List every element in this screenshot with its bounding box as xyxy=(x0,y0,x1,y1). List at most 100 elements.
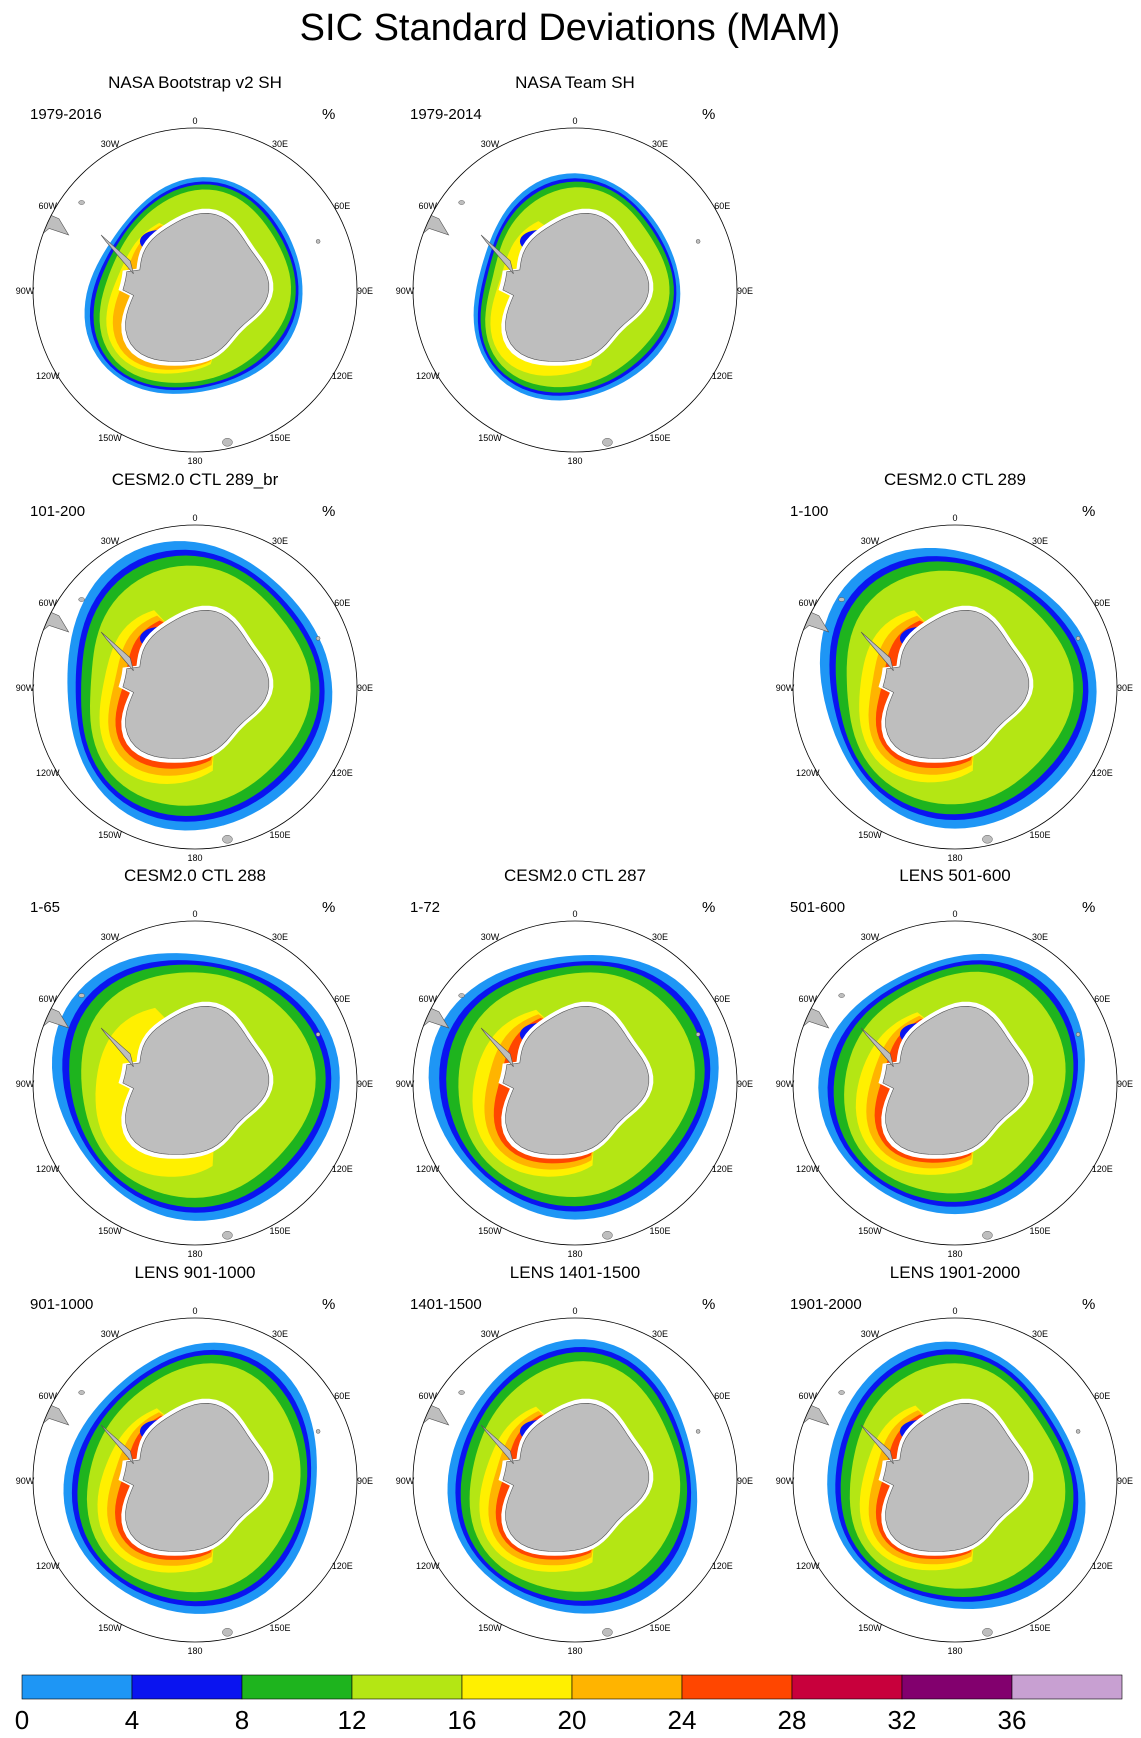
lon-label: 0 xyxy=(192,116,197,126)
falkland-islands xyxy=(78,200,85,205)
colorbar-swatch xyxy=(901,1674,1013,1700)
lon-label: 120W xyxy=(416,371,440,381)
panel-title: LENS 901-1000 xyxy=(135,1263,256,1282)
lon-label: 120W xyxy=(796,1561,820,1571)
panel-unit: % xyxy=(702,106,715,123)
lon-label: 60W xyxy=(39,598,58,608)
colorbar-tick-label: 16 xyxy=(448,1705,477,1735)
colorbar-swatch xyxy=(681,1674,793,1700)
new-zealand-tip xyxy=(222,438,233,447)
lon-label: 30E xyxy=(272,139,288,149)
lon-label: 150W xyxy=(98,1623,122,1633)
lon-label: 180 xyxy=(187,456,202,466)
lon-label: 180 xyxy=(947,1249,962,1259)
lon-label: 60E xyxy=(334,1391,350,1401)
lon-label: 0 xyxy=(952,909,957,919)
lon-label: 60W xyxy=(799,598,818,608)
lon-label: 60W xyxy=(419,994,438,1004)
map-panel: LENS 1401-1500 1401-1500 % 0 30E 60E 90E 120E 15… xyxy=(396,1263,753,1656)
lon-label: 120E xyxy=(332,768,353,778)
panel-period: 101-200 xyxy=(30,503,85,520)
lon-label: 150W xyxy=(858,1226,882,1236)
lon-label: 0 xyxy=(952,513,957,523)
map-boundary xyxy=(32,1317,358,1643)
panel-title: LENS 1401-1500 xyxy=(510,1263,640,1282)
figure-title: SIC Standard Deviations (MAM) xyxy=(300,7,841,49)
falkland-islands xyxy=(78,993,85,998)
lon-label: 30W xyxy=(101,932,120,942)
lon-label: 0 xyxy=(572,116,577,126)
falkland-islands xyxy=(458,200,465,205)
lon-label: 90W xyxy=(16,1476,35,1486)
lon-label: 150E xyxy=(649,433,670,443)
sea-ice-field xyxy=(33,953,340,1240)
lon-label: 60E xyxy=(334,201,350,211)
falkland-islands xyxy=(458,993,465,998)
falkland-islands xyxy=(78,1390,85,1395)
lon-label: 120W xyxy=(796,1164,820,1174)
lon-label: 30W xyxy=(101,139,120,149)
lon-label: 150E xyxy=(269,830,290,840)
lon-label: 150E xyxy=(649,1226,670,1236)
map-panel: CESM2.0 CTL 289 1-100 % 0 30E 60E 90E 120E 150E 1… xyxy=(776,470,1133,863)
lon-label: 90E xyxy=(1117,1079,1133,1089)
panel-title: CESM2.0 CTL 288 xyxy=(124,866,266,885)
panel-period: 1979-2016 xyxy=(30,106,102,123)
lon-label: 60E xyxy=(1094,1391,1110,1401)
map-panel: CESM2.0 CTL 288 1-65 % 0 30E 60E 90E 120E 150E 18… xyxy=(16,866,373,1259)
falkland-islands xyxy=(458,1390,465,1395)
new-zealand-tip xyxy=(982,1628,993,1637)
panel-title: NASA Bootstrap v2 SH xyxy=(108,73,282,92)
antarctica-landmass xyxy=(122,609,270,759)
panel-unit: % xyxy=(322,1296,335,1313)
panel-title: LENS 1901-2000 xyxy=(890,1263,1020,1282)
colorbar-tick-label: 12 xyxy=(338,1705,367,1735)
colorbar-swatch xyxy=(791,1674,903,1700)
kerguelen-island xyxy=(315,239,321,244)
antarctic-peninsula xyxy=(480,234,514,274)
antarctic-peninsula xyxy=(100,1027,134,1067)
lon-label: 60W xyxy=(799,994,818,1004)
panel-title: LENS 501-600 xyxy=(899,866,1011,885)
colorbar-swatch xyxy=(21,1674,133,1700)
colorbar-tick-label: 20 xyxy=(558,1705,587,1735)
new-zealand-tip xyxy=(982,835,993,844)
map-boundary xyxy=(412,127,738,453)
panel-period: 1979-2014 xyxy=(410,106,482,123)
lon-label: 150W xyxy=(98,433,122,443)
lon-label: 120E xyxy=(1092,768,1113,778)
lon-label: 180 xyxy=(567,1646,582,1656)
sea-ice-field xyxy=(33,541,333,844)
new-zealand-tip xyxy=(602,438,613,447)
map-panel: LENS 501-600 501-600 % 0 30E 60E 90E 120E 150E 18… xyxy=(776,866,1133,1259)
lon-label: 30E xyxy=(272,1329,288,1339)
colorbar-swatch xyxy=(1011,1674,1123,1700)
antarctic-peninsula xyxy=(100,631,134,671)
lon-label: 120E xyxy=(1092,1164,1113,1174)
lon-label: 180 xyxy=(567,456,582,466)
lon-label: 60E xyxy=(334,994,350,1004)
map-boundary xyxy=(412,1317,738,1643)
lon-label: 120W xyxy=(36,1561,60,1571)
lon-label: 150E xyxy=(269,433,290,443)
lon-label: 60E xyxy=(1094,598,1110,608)
kerguelen-island xyxy=(1075,1032,1081,1037)
lon-label: 30W xyxy=(861,1329,880,1339)
panel-unit: % xyxy=(1082,1296,1095,1313)
lon-label: 30W xyxy=(481,139,500,149)
lon-label: 90E xyxy=(357,1476,373,1486)
lon-label: 30E xyxy=(1032,932,1048,942)
antarctic-peninsula xyxy=(100,234,134,274)
lon-label: 150W xyxy=(478,1623,502,1633)
lon-label: 90E xyxy=(357,1079,373,1089)
lon-label: 0 xyxy=(952,1306,957,1316)
colorbar-tick-label: 24 xyxy=(668,1705,697,1735)
lon-label: 90E xyxy=(737,1476,753,1486)
lon-label: 60E xyxy=(1094,994,1110,1004)
lon-label: 60W xyxy=(799,1391,818,1401)
lon-label: 150W xyxy=(98,1226,122,1236)
panel-unit: % xyxy=(702,1296,715,1313)
new-zealand-tip xyxy=(222,1628,233,1637)
lon-label: 60W xyxy=(419,1391,438,1401)
panel-unit: % xyxy=(1082,899,1095,916)
